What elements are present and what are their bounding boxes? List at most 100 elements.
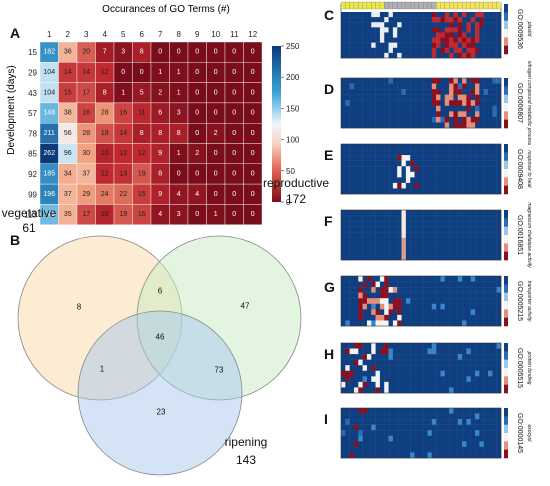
go-cell	[457, 435, 463, 442]
go-cell	[431, 381, 437, 388]
go-cell	[375, 32, 381, 38]
go-cell	[449, 370, 454, 377]
go-cell	[457, 160, 463, 167]
go-cell	[397, 387, 402, 394]
go-cell	[353, 446, 359, 453]
go-cell	[401, 78, 407, 84]
go-cell	[341, 122, 346, 129]
go-cell	[431, 160, 437, 167]
go-cell	[345, 89, 350, 95]
go-cell	[414, 413, 420, 420]
go-cell	[457, 408, 463, 414]
go-cell	[431, 226, 437, 233]
go-cell	[405, 413, 411, 420]
go-cell	[353, 387, 359, 394]
heatmap-cell-label: 0	[195, 130, 199, 137]
go-cell	[353, 430, 359, 436]
go-cell	[453, 221, 458, 227]
go-cell	[427, 381, 433, 388]
go-cell	[427, 42, 433, 48]
go-cell	[397, 94, 402, 101]
go-cell	[349, 435, 355, 442]
go-cell	[341, 22, 346, 28]
go-cell	[457, 155, 463, 161]
go-cell	[358, 237, 363, 244]
go-cell	[392, 387, 398, 394]
go-cell	[457, 100, 463, 106]
go-cell	[392, 144, 398, 150]
heatmap-x-ticks: 1 2 3 4 5 6 7 8 9 10 11 12	[47, 30, 258, 39]
stage-strip-cell	[358, 1, 363, 10]
go-cell	[401, 37, 407, 43]
go-cell	[431, 32, 437, 38]
go-cell	[418, 166, 424, 172]
go-cell	[410, 22, 415, 28]
go-cell	[349, 441, 355, 448]
go-cell	[392, 78, 398, 84]
go-cell	[440, 27, 445, 33]
go-cell	[427, 215, 433, 222]
go-colorbar-segment	[504, 29, 508, 38]
go-cell	[366, 144, 372, 150]
go-cell	[444, 309, 450, 316]
go-cell	[371, 100, 376, 106]
go-cell	[466, 177, 471, 184]
go-cell	[462, 210, 467, 216]
go-cell	[366, 359, 372, 366]
go-cell	[414, 424, 420, 431]
colorbar-tick-label: 0	[286, 198, 291, 207]
go-cell	[488, 160, 493, 167]
go-cell	[410, 424, 415, 431]
go-cell	[349, 32, 355, 38]
go-cell	[483, 232, 489, 238]
go-cell	[353, 226, 359, 233]
go-cell	[496, 413, 502, 420]
go-cell	[366, 122, 372, 129]
go-cell	[492, 144, 497, 150]
heatmap-cell-label: 0	[121, 69, 125, 76]
go-cell	[444, 348, 450, 355]
go-cell	[401, 22, 407, 28]
go-cell	[366, 105, 372, 112]
go-cell	[414, 365, 420, 371]
stage-strip-cell	[440, 1, 446, 10]
go-cell	[362, 144, 368, 150]
go-cell	[462, 160, 467, 167]
go-cell	[375, 248, 381, 255]
go-cell	[384, 348, 389, 355]
go-cell	[466, 435, 471, 442]
go-cell	[479, 166, 484, 172]
go-cell	[392, 281, 398, 288]
go-cell	[379, 424, 385, 431]
go-cell	[440, 149, 445, 156]
go-cell	[349, 155, 355, 161]
go-cell	[444, 111, 450, 118]
go-cell	[462, 254, 467, 261]
go-cell	[405, 22, 411, 28]
go-cell	[341, 160, 346, 167]
go-cell	[440, 37, 445, 43]
go-cell	[392, 89, 398, 95]
go-cell	[475, 303, 480, 310]
go-cell	[353, 160, 359, 167]
go-cell	[496, 343, 502, 349]
go-cell	[397, 27, 402, 33]
go-cell	[431, 276, 437, 282]
go-cell	[483, 354, 489, 360]
go-cell	[366, 376, 372, 383]
go-cell	[418, 52, 424, 59]
go-cell	[371, 47, 376, 54]
go-cell	[341, 303, 346, 310]
go-cell	[397, 83, 402, 90]
go-cell	[414, 42, 420, 48]
go-cell	[345, 144, 350, 150]
go-cell	[479, 22, 484, 28]
go-cell	[401, 343, 407, 349]
go-desc-label: plastid	[526, 21, 532, 37]
go-cell	[483, 413, 489, 420]
go-cell	[431, 37, 437, 43]
go-cell	[405, 292, 411, 299]
go-cell	[345, 441, 350, 448]
go-cell	[449, 359, 454, 366]
go-cell	[392, 122, 398, 129]
